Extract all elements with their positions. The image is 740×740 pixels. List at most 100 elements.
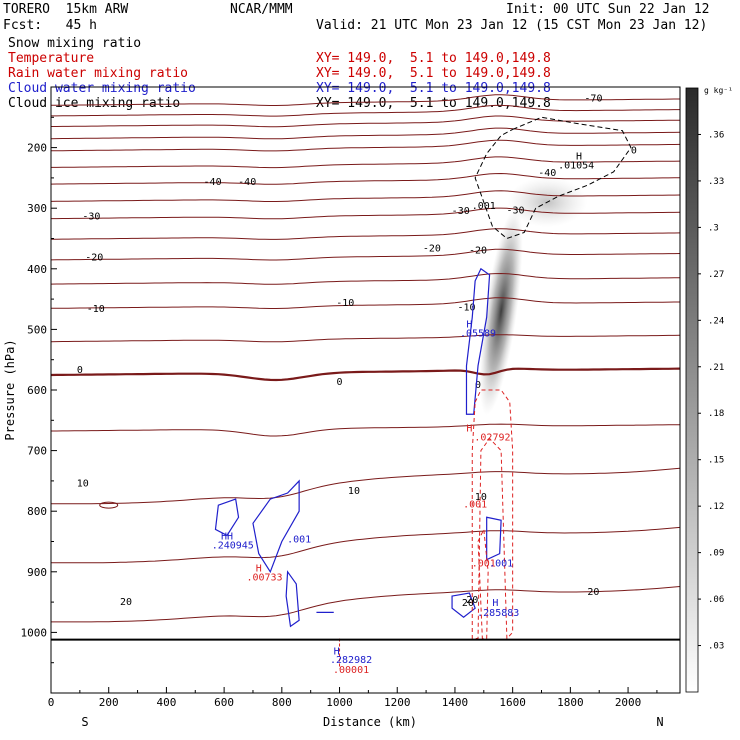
- isotherm-label: -70: [584, 93, 602, 104]
- cloud-water-contour: [214, 498, 240, 537]
- isotherm: [51, 207, 680, 220]
- contour-annotation: .05589: [460, 328, 496, 339]
- isotherm: [51, 127, 680, 140]
- isotherm-label: -40: [538, 168, 556, 179]
- isotherm: [51, 248, 680, 261]
- isotherm: [51, 139, 680, 152]
- cloud-water-contour: [252, 479, 300, 574]
- isotherm-label: -20: [423, 244, 441, 255]
- field-xy-range: XY= 149.0, 5.1 to 149.0,149.8: [316, 51, 551, 66]
- x-tick-label: 800: [272, 696, 292, 709]
- cloud-ice-contour: [474, 116, 632, 240]
- colorbar-tick-label: .15: [708, 456, 724, 466]
- contour-annotation: 20: [462, 598, 474, 609]
- x-tick-label: 1800: [557, 696, 584, 709]
- x-axis-south-label: S: [81, 715, 88, 729]
- field-name: Snow mixing ratio: [8, 36, 142, 51]
- colorbar-tick-label: .33: [708, 177, 724, 187]
- cloud-water-contour: [285, 570, 300, 628]
- colorbar: [685, 87, 699, 693]
- x-tick-label: 400: [156, 696, 176, 709]
- x-tick-label: 1200: [384, 696, 411, 709]
- isotherm: [51, 467, 680, 505]
- contour-annotation: H: [256, 564, 262, 575]
- rain-water-contour: [471, 389, 514, 640]
- isotherm: [51, 104, 680, 117]
- isotherm: [51, 586, 680, 623]
- isotherm: [51, 115, 680, 128]
- colorbar-tick-label: .36: [708, 130, 724, 140]
- contour-annotation: .240945: [212, 541, 254, 552]
- contour-annotation: H: [492, 598, 498, 609]
- contour-annotation: H: [466, 424, 472, 435]
- plot-frame: [50, 86, 681, 694]
- snow-shading-core: [479, 207, 523, 416]
- y-tick-label: 300: [27, 202, 47, 215]
- isotherm-label: 10: [348, 486, 360, 497]
- y-axis-label: Pressure (hPa): [3, 339, 17, 440]
- colorbar-tick-label: .03: [708, 642, 724, 652]
- isotherm: [51, 228, 680, 240]
- x-axis-label: Distance (km): [323, 715, 417, 729]
- org-label: NCAR/MMM: [230, 2, 293, 17]
- contour-annotation: .282982: [330, 655, 372, 666]
- x-tick-label: 1000: [326, 696, 353, 709]
- contour-annotation: H: [334, 647, 340, 658]
- isotherm-label: -40: [204, 177, 222, 188]
- field-xy-range: XY= 149.0, 5.1 to 149.0,149.8: [316, 81, 551, 96]
- isotherm-label: -10: [457, 302, 475, 313]
- cloud-water-contour: [486, 516, 502, 561]
- contour-annotation: H: [576, 151, 582, 162]
- colorbar-tick-label: .21: [708, 363, 724, 373]
- colorbar-tick-label: .3: [708, 223, 719, 233]
- cloud-water-contour: [451, 592, 476, 619]
- colorbar-tick-label: .06: [708, 595, 724, 605]
- isotherm: [51, 297, 680, 309]
- colorbar-unit: g kg⁻¹: [704, 86, 733, 95]
- isotherm-label: 10: [77, 479, 89, 490]
- contour-annotation: .001: [489, 559, 513, 570]
- isotherm-label: 10: [475, 492, 487, 503]
- contour-annotation: .01054: [558, 161, 594, 172]
- contour-annotation: .001: [463, 499, 487, 510]
- y-tick-label: 600: [27, 384, 47, 397]
- cloud-water-contour: [465, 267, 491, 415]
- isotherm: [51, 190, 680, 202]
- x-axis-north-label: N: [656, 715, 663, 729]
- field-name: Rain water mixing ratio: [8, 66, 189, 81]
- field-name: Cloud ice mixing ratio: [8, 96, 181, 111]
- isotherm-label: 20: [120, 597, 132, 608]
- isotherm-label: -10: [87, 304, 105, 315]
- contour-annotation: 0: [631, 145, 637, 156]
- contour-annotation: .02792: [474, 433, 510, 444]
- contour-annotation: .001: [287, 534, 311, 545]
- contour-annotation: .001: [472, 201, 496, 212]
- isotherm-label: -30: [452, 206, 470, 217]
- isotherm: [51, 94, 680, 106]
- x-tick-label: 1600: [499, 696, 526, 709]
- y-tick-label: 1000: [21, 626, 48, 639]
- isotherm: [51, 272, 680, 285]
- y-tick-label: 400: [27, 263, 47, 276]
- x-tick-label: 0: [48, 696, 55, 709]
- field-xy-range: XY= 149.0, 5.1 to 149.0,149.8: [316, 66, 551, 81]
- valid-time: Valid: 21 UTC Mon 23 Jan 12 (15 CST Mon …: [316, 18, 708, 33]
- isotherm-label: 0: [77, 365, 83, 376]
- colorbar-tick-label: .27: [708, 270, 724, 280]
- isotherm-label: -40: [238, 177, 256, 188]
- contour-annotation: HH: [221, 531, 233, 542]
- contour-annotation: .00733: [246, 573, 282, 584]
- contour-annotation: H: [466, 319, 472, 330]
- isotherm: [51, 367, 680, 382]
- y-tick-label: 800: [27, 505, 47, 518]
- isotherm-label: -30: [507, 205, 525, 216]
- colorbar-tick-label: .12: [708, 502, 724, 512]
- isotherm-label: -20: [85, 253, 103, 264]
- isotherm-label: -10: [336, 298, 354, 309]
- x-tick-label: 1400: [442, 696, 469, 709]
- colorbar-tick-label: .09: [708, 549, 724, 559]
- isotherm: [51, 423, 680, 437]
- isotherm-label: 0: [337, 377, 343, 388]
- init-time: Init: 00 UTC Sun 22 Jan 12: [506, 2, 710, 17]
